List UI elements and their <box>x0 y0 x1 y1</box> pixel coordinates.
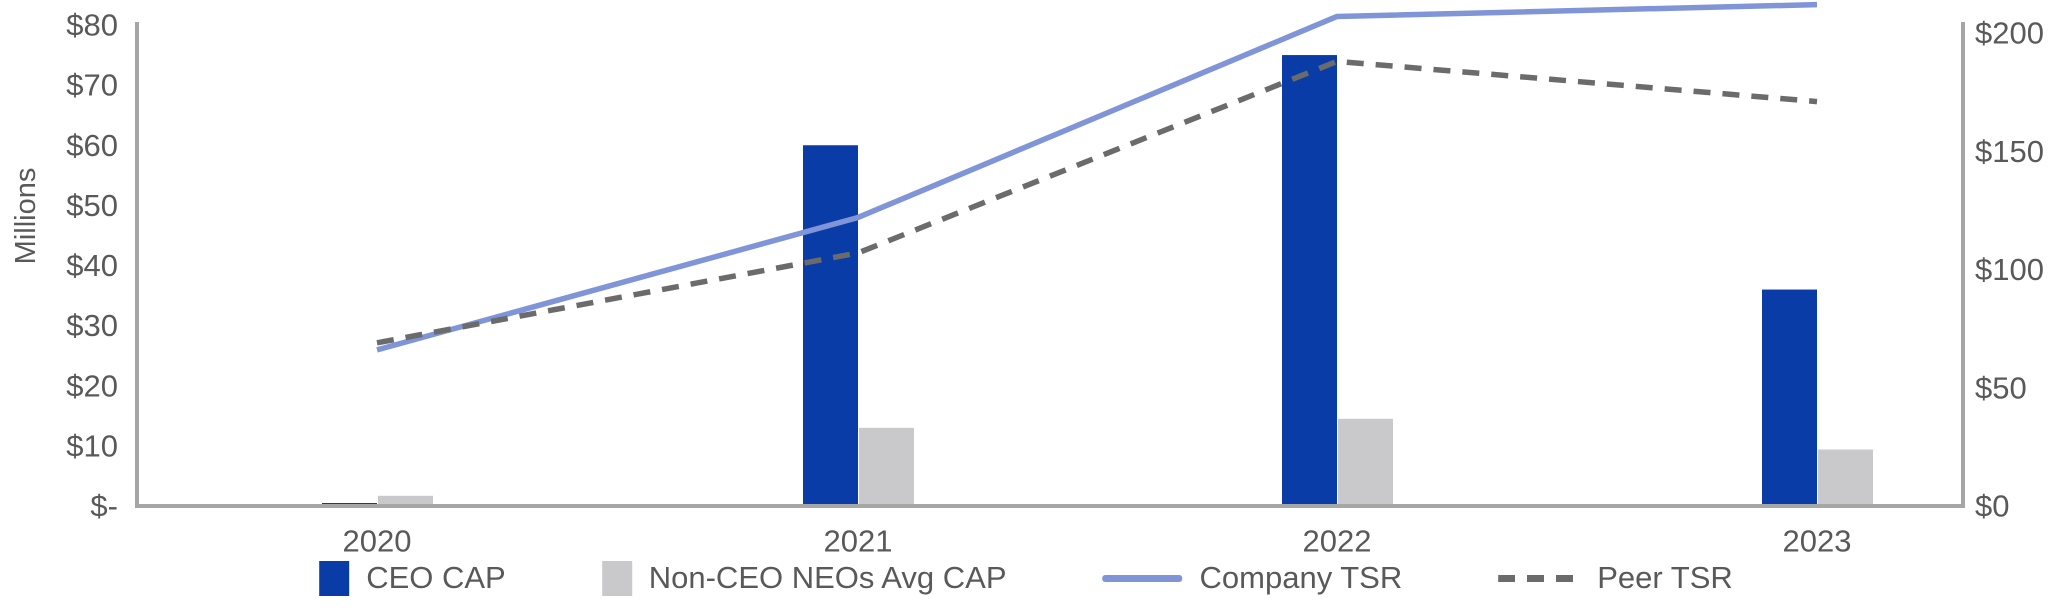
non-ceo-cap-bar-2022 <box>1338 418 1393 506</box>
legend-item-ceo-cap: CEO CAP <box>319 560 506 596</box>
legend-swatch-peer-tsr <box>1498 574 1581 582</box>
legend-item-non-ceo-cap: Non-CEO NEOs Avg CAP <box>601 560 1007 596</box>
non-ceo-cap-bar-2023 <box>1818 449 1873 506</box>
legend-label-non-ceo-cap: Non-CEO NEOs Avg CAP <box>648 560 1007 595</box>
left-axis-tick-40: $40 <box>66 248 118 283</box>
legend-label-ceo-cap: CEO CAP <box>366 560 506 595</box>
left-axis-tick-50: $50 <box>66 188 118 223</box>
millions-axis-title: Millions <box>10 168 42 265</box>
ceo-cap-bar-2022 <box>1282 55 1337 506</box>
right-axis-tick-50: $50 <box>1975 370 2027 405</box>
ceo-cap-bar-2023 <box>1762 289 1817 506</box>
non-ceo-cap-bar-2020 <box>378 495 433 506</box>
legend-swatch-ceo-cap <box>319 560 350 596</box>
legend-label-company-tsr: Company TSR <box>1199 560 1403 595</box>
x-axis-label-2022: 2022 <box>1303 524 1372 559</box>
peer-tsr-line <box>376 58 1818 346</box>
legend-swatch-non-ceo-cap <box>601 560 632 596</box>
ceo-cap-bar-2021 <box>803 145 858 506</box>
left-axis-tick-60: $60 <box>66 128 118 163</box>
right-axis-tick-100: $100 <box>1975 252 2044 287</box>
left-axis-tick-10: $10 <box>66 428 118 463</box>
left-axis-tick-30: $30 <box>66 308 118 343</box>
legend: CEO CAP Non-CEO NEOs Avg CAP Company TSR… <box>319 560 1733 596</box>
company-tsr-line <box>376 1 1818 353</box>
legend-item-peer-tsr: Peer TSR <box>1498 560 1733 596</box>
left-axis-tick-20: $20 <box>66 368 118 403</box>
x-axis-label-2023: 2023 <box>1783 524 1852 559</box>
left-axis-tick-80: $80 <box>66 8 118 43</box>
legend-label-peer-tsr: Peer TSR <box>1597 560 1733 595</box>
non-ceo-cap-bar-2021 <box>859 427 914 506</box>
right-axis-tick-0: $0 <box>1975 489 2009 524</box>
left-axis-tick-0: $- <box>90 489 118 524</box>
right-axis-tick-200: $200 <box>1975 16 2044 51</box>
legend-item-company-tsr: Company TSR <box>1102 560 1403 596</box>
right-axis-tick-150: $150 <box>1975 134 2044 169</box>
x-axis-label-2020: 2020 <box>343 524 412 559</box>
x-axis-label-2021: 2021 <box>824 524 893 559</box>
legend-swatch-company-tsr <box>1102 574 1183 582</box>
left-axis-tick-70: $70 <box>66 68 118 103</box>
